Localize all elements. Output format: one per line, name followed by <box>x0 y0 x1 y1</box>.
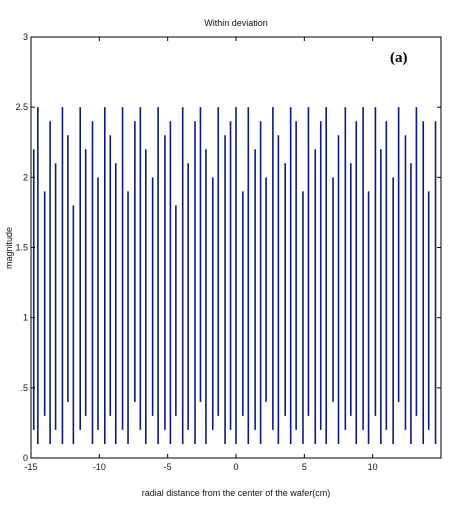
x-axis-label: radial distance from the center of the w… <box>142 488 331 498</box>
y-tick-label: .5 <box>20 383 28 393</box>
plot-area: -15 -10 -5 0 5 10 0 .5 1 1.5 2 2.5 3 <box>15 32 442 472</box>
x-tick-label: 0 <box>233 462 238 472</box>
x-tick-label: 5 <box>302 462 307 472</box>
y-tick-label: 1.5 <box>15 243 28 253</box>
y-tick-label: 3 <box>23 32 28 42</box>
x-axis-ticks: -15 -10 -5 0 5 10 <box>24 37 378 472</box>
x-tick-label: 10 <box>368 462 378 472</box>
y-axis-label: magnitude <box>4 227 14 269</box>
y-tick-label: 2 <box>23 172 28 182</box>
y-tick-label: 2.5 <box>15 102 28 112</box>
x-tick-label: -15 <box>24 462 37 472</box>
data-series <box>32 107 437 444</box>
y-tick-label: 1 <box>23 313 28 323</box>
chart-title: Within deviation <box>204 18 268 28</box>
x-tick-label: -10 <box>93 462 106 472</box>
x-tick-label: -5 <box>164 462 172 472</box>
panel-label: (a) <box>390 50 408 66</box>
y-axis-ticks: 0 .5 1 1.5 2 2.5 3 <box>15 32 441 463</box>
y-tick-label: 0 <box>23 453 28 463</box>
